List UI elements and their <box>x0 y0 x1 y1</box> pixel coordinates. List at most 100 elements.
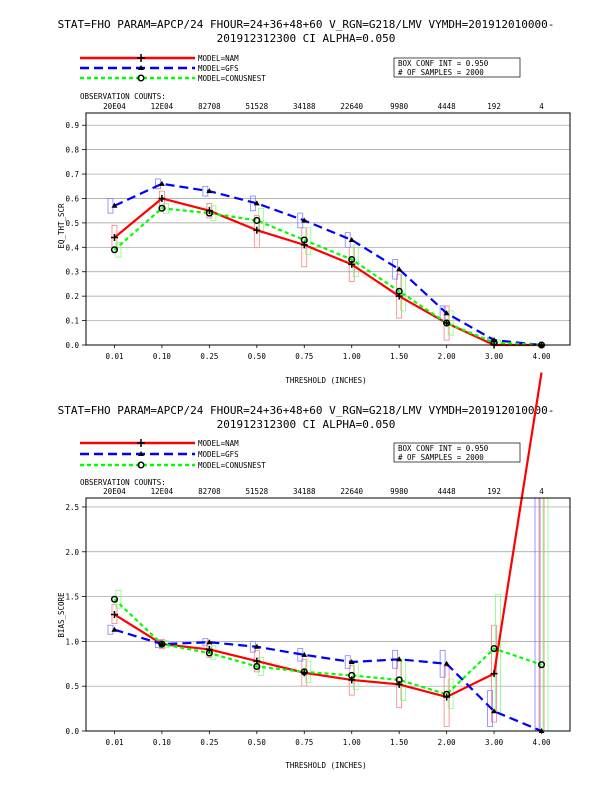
marker-conusnest <box>348 671 356 679</box>
observation-count: 4 <box>539 102 544 111</box>
legend: MODEL=NAM MODEL=GFS MODEL=CONUSNEST <box>80 439 266 470</box>
x-tick-label: 3.00 <box>485 352 504 361</box>
marker-gfs <box>491 708 498 714</box>
legend-marker-gfs <box>138 451 144 456</box>
conf-box-conusnest <box>352 244 359 278</box>
x-tick-label: 0.10 <box>153 738 172 747</box>
marker-conusnest <box>300 236 308 244</box>
marker-nam <box>253 226 261 234</box>
legend-label-conusnest: MODEL=CONUSNEST <box>198 461 266 470</box>
series-line-nam <box>113 372 543 699</box>
observation-counts: 20E04 12E04 82708 51528 34188 22640 9980 4448 19… <box>103 102 544 111</box>
marker-gfs <box>301 651 308 657</box>
y-tick-label: 0.1 <box>65 317 79 326</box>
y-tick-label: 0.6 <box>65 194 79 203</box>
x-tick-label: 4.00 <box>532 352 551 361</box>
marker-gfs <box>348 658 355 664</box>
observation-count: 12E04 <box>151 487 174 496</box>
conf-box-nam <box>301 227 308 268</box>
observation-count: 20E04 <box>103 487 126 496</box>
y-tick-label: 0.4 <box>65 243 79 252</box>
box-info: BOX CONF INT = 0.950 # OF SAMPLES = 2000 <box>393 57 521 78</box>
x-tick-label: 1.50 <box>390 738 409 747</box>
marker-gfs <box>443 310 450 316</box>
marker-conusnest <box>443 690 451 698</box>
x-tick-label: 2.00 <box>438 738 457 747</box>
y-tick-label: 0.0 <box>65 341 79 350</box>
marker-nam <box>158 194 166 202</box>
observation-count: 82708 <box>198 102 221 111</box>
marker-gfs <box>158 641 165 647</box>
x-tick-label: 1.50 <box>390 352 409 361</box>
marker-gfs <box>158 180 165 186</box>
marker-conusnest <box>110 595 119 603</box>
chart-title-line-2: 201912312300 CI ALPHA=0.050 <box>217 418 396 431</box>
legend-marker-nam <box>137 54 145 62</box>
observation-count: 9980 <box>390 102 409 111</box>
chart-title-line-1: STAT=FHO PARAM=APCP/24 FHOUR=24+36+48+60… <box>58 404 555 417</box>
legend-label-nam: MODEL=NAM <box>198 54 239 63</box>
marker-gfs <box>253 200 260 206</box>
conf-box-gfs <box>107 198 114 214</box>
box-info-conf: BOX CONF INT = 0.950 <box>398 444 489 453</box>
observation-counts: 20E04 12E04 82708 51528 34188 22640 9980 4448 19… <box>103 487 544 496</box>
x-tick-label: 0.25 <box>200 738 218 747</box>
marker-nam <box>205 645 213 653</box>
box-info-conf: BOX CONF INT = 0.950 <box>398 59 489 68</box>
marker-gfs <box>396 266 403 272</box>
conf-box-gfs <box>344 232 351 248</box>
marker-conusnest <box>348 255 356 264</box>
marker-conusnest <box>490 645 498 653</box>
marker-gfs <box>111 626 118 632</box>
x-tick-label: 3.00 <box>485 738 504 747</box>
marker-nam <box>490 670 498 678</box>
marker-gfs <box>301 217 308 223</box>
marker-conusnest <box>253 216 261 225</box>
x-axis-label: THRESHOLD (INCHES) <box>285 376 366 385</box>
marker-conusnest <box>537 661 546 669</box>
y-tick-label: 0.0 <box>65 727 79 736</box>
x-tick-label: 2.00 <box>438 352 457 361</box>
series-line-gfs <box>114 182 542 347</box>
legend: MODEL=NAM MODEL=GFS MODEL=CONUSNEST <box>80 54 266 83</box>
marker-conusnest <box>443 319 451 327</box>
marker-gfs <box>396 656 403 662</box>
observation-count: 192 <box>487 102 501 111</box>
y-tick-label: 0.5 <box>65 682 79 691</box>
observation-count: 22640 <box>340 102 363 111</box>
box-info-frame <box>393 57 521 78</box>
marker-gfs <box>111 202 118 208</box>
x-tick-label: 0.50 <box>248 352 267 361</box>
plot-area-eq-tht-scr: 0.0 0.1 0.2 0.3 0.4 0.5 0.6 0.7 0.8 0.9 0.01 0.10 0.… <box>65 112 571 361</box>
observation-count: 51528 <box>246 487 269 496</box>
marker-conusnest <box>158 204 166 212</box>
legend-marker-nam <box>137 439 145 447</box>
chart-title-line-1: STAT=FHO PARAM=APCP/24 FHOUR=24+36+48+60… <box>58 18 555 31</box>
panel-eq-tht-scr: STAT=FHO PARAM=APCP/24 FHOUR=24+36+48+60… <box>57 18 571 385</box>
plot-area-bias-score: 0.0 0.5 1.0 1.5 2.0 2.5 0.01 0.10 0.25 0.50 0.75 1.… <box>65 372 571 747</box>
series-line-gfs <box>114 628 542 733</box>
conf-box-gfs <box>107 624 114 635</box>
legend-marker-gfs <box>138 65 144 70</box>
box-info: BOX CONF INT = 0.950 # OF SAMPLES = 2000 <box>393 442 521 463</box>
observation-count: 51528 <box>246 102 269 111</box>
y-tick-label: 1.5 <box>65 593 79 602</box>
observation-count: 82708 <box>198 487 221 496</box>
y-tick-label: 0.2 <box>65 292 79 301</box>
marker-nam <box>110 234 118 242</box>
x-tick-label: 0.75 <box>295 352 313 361</box>
marker-gfs <box>253 643 260 649</box>
box-info-samples: # OF SAMPLES = 2000 <box>398 453 484 462</box>
y-tick-label: 0.9 <box>65 121 79 130</box>
conf-box-conusnest <box>257 207 264 234</box>
marker-conusnest <box>110 246 119 254</box>
y-tick-label: 0.7 <box>65 170 79 179</box>
box-info-samples: # OF SAMPLES = 2000 <box>398 68 484 77</box>
observation-count: 9980 <box>390 487 409 496</box>
observation-count: 12E04 <box>151 102 174 111</box>
marker-conusnest <box>205 649 213 657</box>
observation-counts-label: OBSERVATION COUNTS: <box>80 92 166 101</box>
observation-count: 34188 <box>293 102 316 111</box>
legend-label-gfs: MODEL=GFS <box>198 64 239 73</box>
y-axis-label: EQ_THT_SCR <box>57 203 66 249</box>
